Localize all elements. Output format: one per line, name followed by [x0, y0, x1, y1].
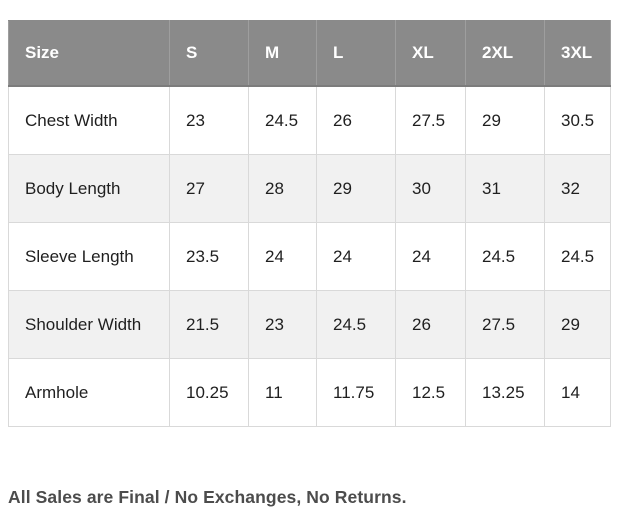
- table-cell: 24.5: [316, 290, 396, 359]
- table-cell: 30: [395, 154, 466, 223]
- table-cell: 32: [544, 154, 611, 223]
- table-cell: 23.5: [169, 222, 249, 291]
- column-header-3xl: 3XL: [544, 20, 611, 87]
- table-cell: 24: [248, 222, 317, 291]
- table-cell: 10.25: [169, 358, 249, 427]
- size-chart-table: Size S M L XL 2XL 3XL Chest Width 23 24.…: [8, 20, 611, 427]
- column-header-xl: XL: [395, 20, 466, 87]
- table-row-chest-width: Chest Width 23 24.5 26 27.5 29 30.5: [8, 85, 611, 155]
- row-label: Body Length: [8, 154, 170, 223]
- table-cell: 11.75: [316, 358, 396, 427]
- table-cell: 29: [544, 290, 611, 359]
- table-cell: 12.5: [395, 358, 466, 427]
- row-label: Chest Width: [8, 85, 170, 155]
- table-cell: 14: [544, 358, 611, 427]
- table-cell: 11: [248, 358, 317, 427]
- table-cell: 24.5: [465, 222, 545, 291]
- table-row-sleeve-length: Sleeve Length 23.5 24 24 24 24.5 24.5: [8, 222, 611, 291]
- column-header-m: M: [248, 20, 317, 87]
- table-cell: 24.5: [248, 85, 317, 155]
- table-cell: 27.5: [395, 85, 466, 155]
- table-row-shoulder-width: Shoulder Width 21.5 23 24.5 26 27.5 29: [8, 290, 611, 359]
- table-cell: 24.5: [544, 222, 611, 291]
- table-cell: 24: [316, 222, 396, 291]
- table-header-row: Size S M L XL 2XL 3XL: [8, 20, 611, 87]
- table-cell: 24: [395, 222, 466, 291]
- table-cell: 23: [248, 290, 317, 359]
- table-cell: 31: [465, 154, 545, 223]
- sales-policy-note: All Sales are Final / No Exchanges, No R…: [8, 487, 407, 507]
- table-cell: 27.5: [465, 290, 545, 359]
- table-cell: 29: [465, 85, 545, 155]
- size-chart-section: Size S M L XL 2XL 3XL Chest Width 23 24.…: [8, 20, 611, 427]
- row-label: Armhole: [8, 358, 170, 427]
- table-row-armhole: Armhole 10.25 11 11.75 12.5 13.25 14: [8, 358, 611, 427]
- column-header-2xl: 2XL: [465, 20, 545, 87]
- table-cell: 30.5: [544, 85, 611, 155]
- table-cell: 28: [248, 154, 317, 223]
- table-cell: 21.5: [169, 290, 249, 359]
- table-cell: 29: [316, 154, 396, 223]
- table-cell: 13.25: [465, 358, 545, 427]
- row-label: Sleeve Length: [8, 222, 170, 291]
- table-cell: 26: [395, 290, 466, 359]
- row-label: Shoulder Width: [8, 290, 170, 359]
- column-header-size: Size: [8, 20, 170, 87]
- table-cell: 23: [169, 85, 249, 155]
- column-header-s: S: [169, 20, 249, 87]
- table-cell: 26: [316, 85, 396, 155]
- table-row-body-length: Body Length 27 28 29 30 31 32: [8, 154, 611, 223]
- table-cell: 27: [169, 154, 249, 223]
- column-header-l: L: [316, 20, 396, 87]
